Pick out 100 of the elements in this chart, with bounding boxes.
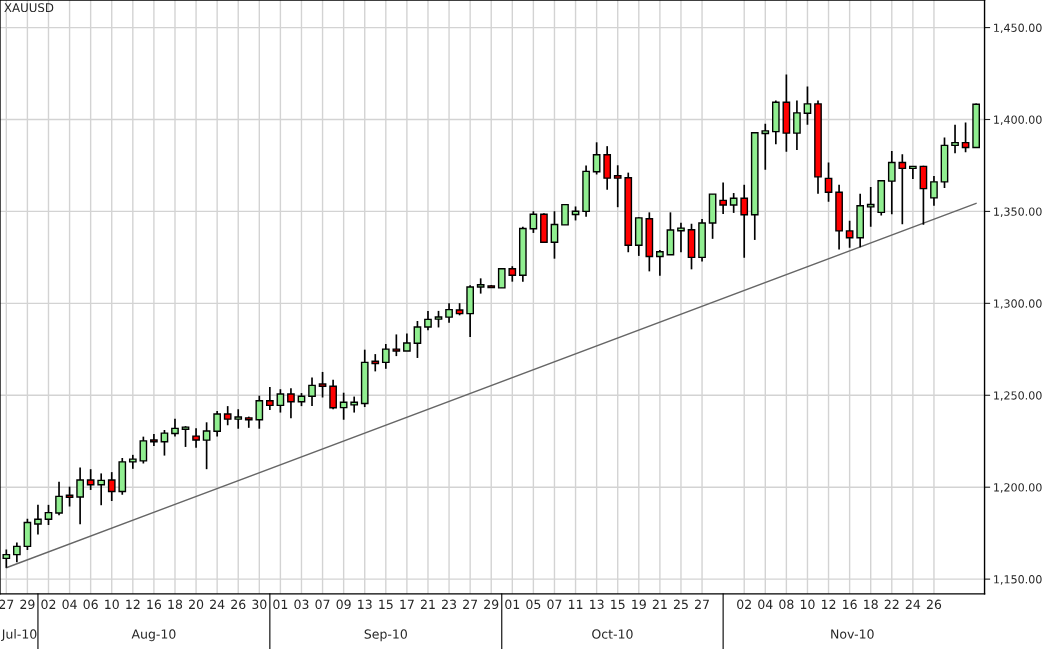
x-tick-label: 12 — [821, 599, 836, 609]
x-tick-label: 18 — [864, 599, 878, 610]
x-tick-label: 09 — [336, 599, 351, 610]
y-tick-label: 1,150.00 — [994, 575, 1042, 585]
candlestick — [86, 468, 95, 491]
candlestick — [898, 153, 907, 226]
candlestick — [803, 85, 812, 126]
candlestick — [592, 141, 601, 176]
x-tick-label: 17 — [400, 599, 414, 609]
candlestick — [213, 410, 222, 438]
x-tick-label: 11 — [568, 599, 583, 609]
x-tick-label: 02 — [41, 599, 56, 610]
x-tick-label: 23 — [442, 599, 457, 610]
candlestick — [613, 164, 622, 209]
candlestick — [729, 192, 738, 214]
candlestick — [381, 343, 390, 370]
candlestick — [476, 277, 485, 295]
candlestick — [181, 425, 190, 448]
candlestick — [55, 481, 63, 517]
candlestick — [192, 427, 200, 449]
y-tick-label: 1,200.00 — [994, 483, 1042, 493]
candlestick — [740, 183, 749, 259]
text: Nov-10 — [831, 629, 874, 639]
candlestick — [139, 435, 148, 465]
candlestick — [656, 249, 664, 277]
x-tick-label: 15 — [379, 599, 393, 610]
x-tick-label: 18 — [168, 599, 183, 610]
x-tick-label: 27 — [463, 599, 478, 609]
x-tick-label: 07 — [315, 599, 330, 610]
x-tick-label: 10 — [105, 599, 119, 610]
candlestick — [413, 320, 422, 359]
x-tick-label: 08 — [779, 599, 794, 610]
x-tick-label: 21 — [420, 599, 435, 609]
candlestick — [887, 150, 896, 216]
candlestick — [160, 429, 169, 457]
candlestick — [529, 210, 538, 234]
x-tick-label: 29 — [484, 599, 499, 610]
candlestick — [866, 186, 875, 228]
candlestick — [951, 123, 959, 155]
text: Aug-10 — [131, 629, 176, 642]
x-tick-label: 27 — [695, 599, 709, 609]
text: Oct-10 — [592, 629, 633, 639]
candlestick — [497, 268, 506, 289]
x-tick-label: 21 — [652, 599, 667, 609]
candlestick — [23, 517, 32, 551]
candlestick — [424, 310, 432, 332]
candlestick — [44, 504, 53, 526]
text: Sep-10 — [364, 629, 407, 642]
candlestick — [561, 203, 569, 226]
x-tick-label: 16 — [147, 599, 162, 610]
x-tick-label: 26 — [231, 599, 246, 610]
candlestick — [202, 421, 211, 471]
x-tick-label: 01 — [273, 599, 288, 610]
y-tick-label: 1,350.00 — [994, 207, 1042, 217]
x-tick-label: 15 — [611, 599, 625, 610]
x-tick-label: 04 — [62, 599, 77, 610]
x-tick-label: 04 — [758, 599, 773, 610]
x-tick-label: 02 — [737, 599, 751, 610]
candlestick — [13, 541, 21, 564]
candlestick — [550, 210, 559, 260]
candlestick — [761, 122, 770, 171]
x-tick-label: 13 — [590, 599, 604, 610]
candlestick — [961, 121, 970, 154]
x-tick-label: 20 — [189, 599, 204, 610]
x-tick-label: 10 — [800, 599, 815, 610]
x-tick-label: 16 — [843, 599, 857, 610]
chart-title: XAUUSD — [4, 3, 54, 13]
y-tick-label: 1,250.00 — [994, 391, 1042, 401]
candlestick — [150, 433, 158, 447]
candlestick — [34, 504, 42, 536]
candlestick — [255, 394, 264, 430]
x-tick-label: 29 — [20, 599, 35, 610]
x-tick-label: 06 — [83, 599, 98, 610]
candlestick — [76, 466, 84, 526]
x-tick-label: 30 — [252, 599, 267, 610]
candlestick — [276, 388, 285, 414]
candlestick — [392, 333, 401, 357]
candlestick — [845, 219, 854, 249]
candlestick — [719, 181, 727, 215]
candlestick — [234, 408, 243, 430]
y-tick-label: 1,400.00 — [994, 115, 1042, 126]
x-tick-label: 01 — [505, 599, 520, 610]
candlestick — [223, 405, 232, 427]
candlestick — [930, 175, 938, 207]
candlestick — [287, 387, 295, 420]
candlestick — [677, 221, 685, 254]
x-tick-label: 12 — [126, 599, 140, 609]
x-tick-label: 24 — [905, 599, 921, 609]
candlestick — [371, 353, 380, 373]
x-tick-label: 19 — [632, 599, 646, 610]
x-tick-label: 05 — [526, 599, 541, 610]
x-tick-label: 26 — [926, 599, 942, 610]
candlestick — [824, 161, 833, 203]
candlestick — [909, 165, 917, 180]
candlestick — [793, 99, 801, 151]
candlestick — [339, 391, 348, 421]
y-tick-label: 1,300.00 — [994, 299, 1042, 309]
candlestick — [97, 472, 106, 507]
candlestick — [308, 376, 316, 407]
candlestick — [329, 378, 337, 411]
